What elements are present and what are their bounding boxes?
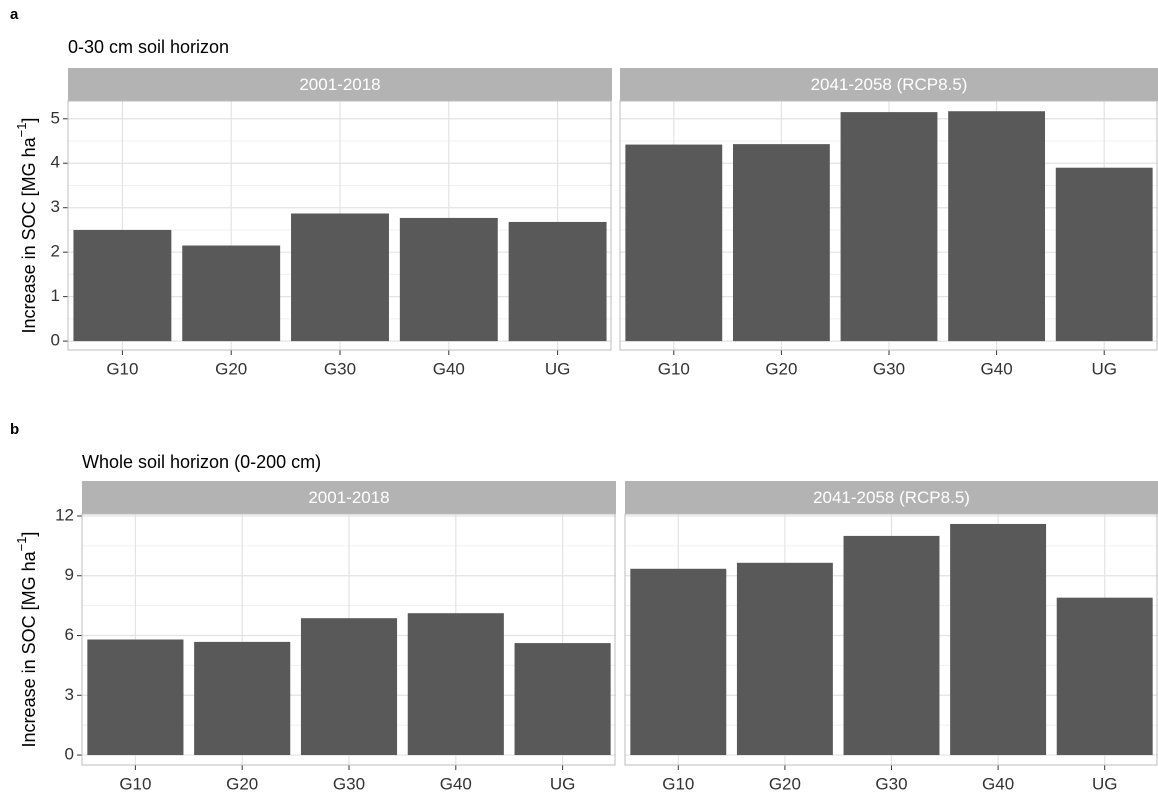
y-tick-label: 4 (51, 153, 60, 172)
x-tick-label: UG (1092, 774, 1118, 793)
panel-title: 0-30 cm soil horizon (68, 37, 229, 57)
y-axis-label: Increase in SOC [MG ha−1] (14, 532, 39, 748)
bar (194, 641, 291, 756)
strip-label: 2001-2018 (308, 488, 389, 507)
strip-label: 2001-2018 (299, 75, 380, 94)
x-tick-label: G30 (873, 359, 905, 378)
bar (840, 112, 938, 342)
x-tick-label: G40 (433, 359, 465, 378)
y-tick-label: 12 (55, 505, 74, 524)
y-axis-label-part: Increase in SOC [MG ha (19, 550, 39, 747)
strip (625, 481, 1158, 514)
y-tick-label: 2 (51, 242, 60, 261)
bar (1056, 597, 1153, 756)
bar (950, 523, 1047, 756)
y-axis-label: Increase in SOC [MG ha−1] (14, 118, 39, 334)
bar (73, 229, 172, 342)
y-axis-label-part: −1 (14, 537, 29, 552)
x-tick-label: G10 (658, 359, 690, 378)
panel-label: a (10, 6, 19, 23)
y-tick-label: 6 (65, 625, 74, 644)
x-tick-label: G10 (119, 774, 151, 793)
x-tick-label: G10 (106, 359, 138, 378)
strip-label: 2041-2058 (RCP8.5) (811, 75, 968, 94)
y-tick-label: 5 (51, 108, 60, 127)
y-tick-label: 9 (65, 565, 74, 584)
x-tick-label: G20 (765, 359, 797, 378)
y-tick-label: 0 (51, 331, 60, 350)
x-tick-label: G20 (215, 359, 247, 378)
strip (620, 68, 1158, 101)
strip-label: 2041-2058 (RCP8.5) (813, 488, 970, 507)
bar (1055, 167, 1153, 342)
x-tick-label: UG (1091, 359, 1117, 378)
bar (508, 221, 607, 342)
y-axis-label-part: Increase in SOC [MG ha (19, 136, 39, 333)
panel-border (67, 100, 612, 351)
y-tick-label: 3 (65, 685, 74, 704)
bar (843, 535, 940, 756)
x-tick-label: G20 (226, 774, 258, 793)
bar (736, 562, 833, 756)
bar (291, 213, 389, 342)
x-tick-label: G30 (875, 774, 907, 793)
panel-border (619, 100, 1158, 351)
x-tick-label: G10 (662, 774, 694, 793)
x-tick-label: G40 (982, 774, 1014, 793)
bar (399, 217, 498, 342)
x-tick-label: G30 (324, 359, 356, 378)
x-tick-label: G20 (769, 774, 801, 793)
y-axis-label-part: ] (19, 118, 39, 123)
x-tick-label: G40 (981, 359, 1013, 378)
y-axis-label-part: ] (19, 532, 39, 537)
x-tick-label: UG (550, 774, 576, 793)
bar (407, 613, 504, 756)
x-tick-label: UG (545, 359, 571, 378)
x-tick-label: G40 (440, 774, 472, 793)
y-tick-label: 0 (65, 745, 74, 764)
y-tick-label: 1 (51, 286, 60, 305)
bar (625, 144, 723, 342)
bar (630, 568, 727, 756)
bar (732, 144, 830, 342)
panel-border (624, 513, 1158, 766)
strip (68, 68, 612, 101)
y-axis-label-part: −1 (14, 123, 29, 138)
bar (87, 639, 184, 756)
strip (82, 481, 616, 514)
panel-title: Whole soil horizon (0-200 cm) (82, 452, 321, 472)
panel-label: b (10, 421, 19, 438)
x-tick-label: G30 (333, 774, 365, 793)
bar (514, 643, 611, 756)
bar (300, 618, 398, 756)
bar (948, 111, 1046, 342)
y-tick-label: 3 (51, 197, 60, 216)
bar (182, 245, 281, 342)
panel-border (81, 513, 616, 766)
